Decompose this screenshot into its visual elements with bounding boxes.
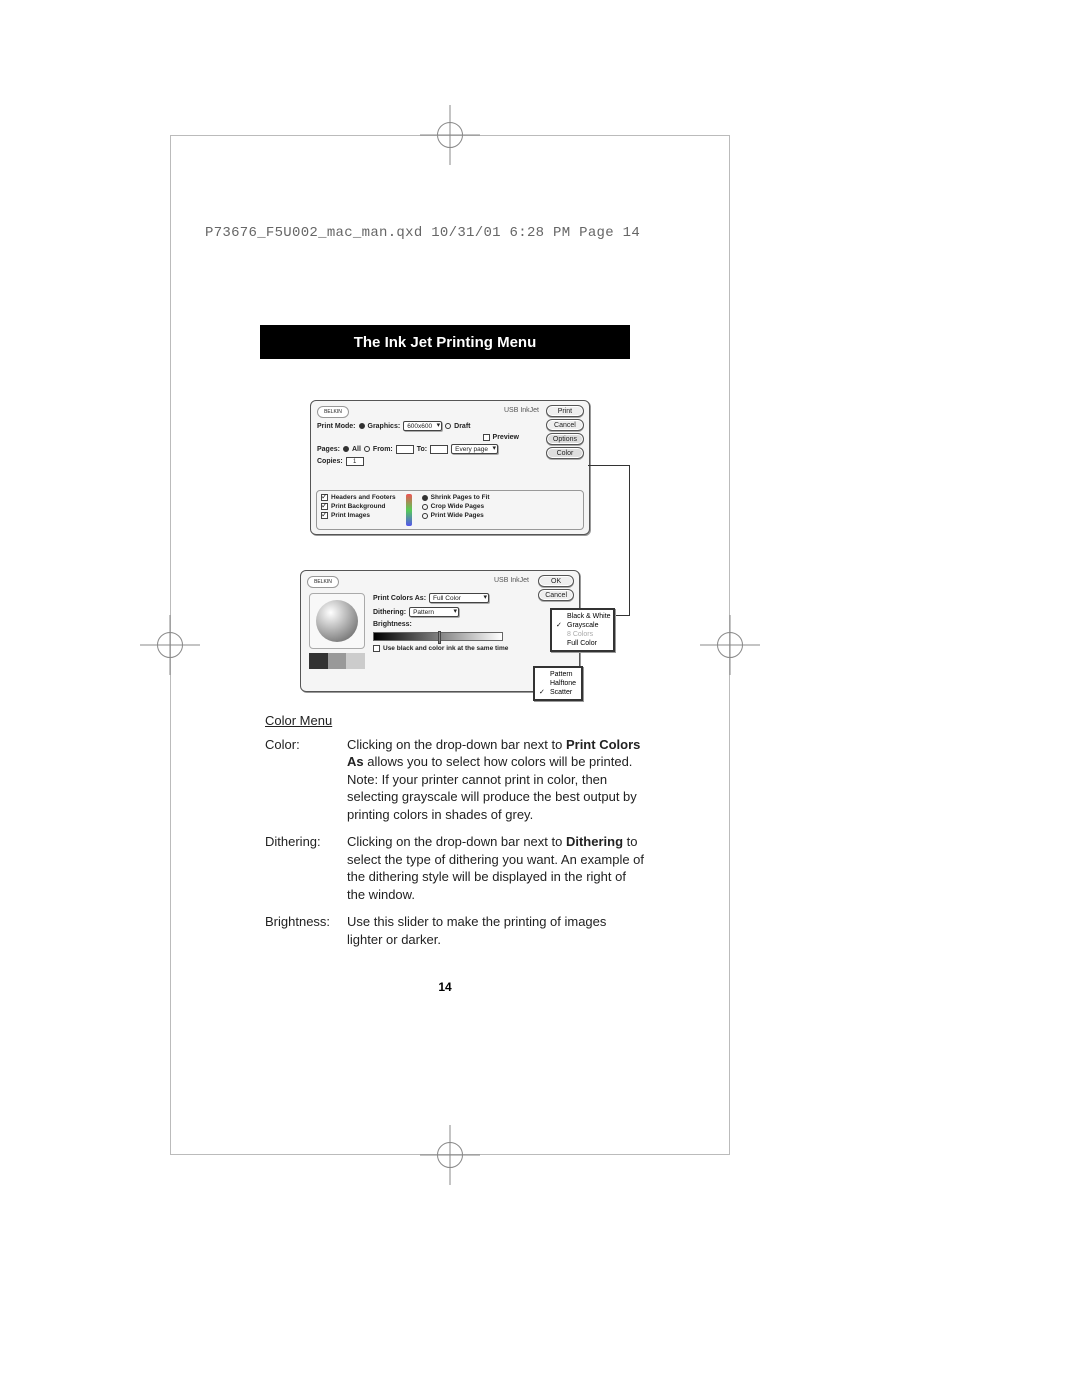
dithering-label: Dithering: xyxy=(373,609,406,616)
popup-item[interactable]: Black & White xyxy=(555,612,610,621)
print-button[interactable]: Print xyxy=(546,405,584,417)
subheading: Color Menu xyxy=(265,712,645,730)
popup-item[interactable]: Pattern xyxy=(538,670,578,679)
graphics-radio[interactable] xyxy=(359,423,365,429)
ok-button[interactable]: OK xyxy=(538,575,574,587)
all-radio[interactable] xyxy=(343,446,349,452)
file-header: P73676_F5U002_mac_man.qxd 10/31/01 6:28 … xyxy=(205,225,640,241)
registration-mark-bottom xyxy=(420,1125,480,1185)
section-title: The Ink Jet Printing Menu xyxy=(260,325,630,359)
term-dithering: Dithering: xyxy=(265,833,347,903)
option-checkbox[interactable] xyxy=(321,512,328,519)
popup-item[interactable]: Halftone xyxy=(538,679,578,688)
callout-line xyxy=(588,465,630,466)
to-field[interactable] xyxy=(430,445,448,454)
body-text: Color Menu Color: Clicking on the drop-d… xyxy=(265,712,645,959)
all-label: All xyxy=(352,446,361,453)
logo-badge: BELKIN xyxy=(307,576,339,588)
swatch-strip xyxy=(309,653,365,669)
term-brightness: Brightness: xyxy=(265,913,347,948)
callout-line xyxy=(614,615,630,616)
pages-label: Pages: xyxy=(317,446,340,453)
desc-color: Clicking on the drop-down bar next to Pr… xyxy=(347,736,645,824)
registration-mark-right xyxy=(700,615,760,675)
color-dialog-body: Print Colors As: Full Color Dithering: P… xyxy=(373,593,508,652)
print-dialog: BELKIN USB InkJet Print Cancel Options C… xyxy=(310,400,590,535)
desc-dithering: Clicking on the drop-down bar next to Di… xyxy=(347,833,645,903)
option-label: Print Wide Pages xyxy=(431,512,484,519)
preview-sphere xyxy=(309,593,365,649)
registration-mark-left xyxy=(140,615,200,675)
page-number: 14 xyxy=(260,980,630,994)
every-page-select[interactable]: Every page xyxy=(451,444,498,454)
options-panel: Headers and Footers Print Background Print… xyxy=(316,490,584,530)
ink-note: Use black and color ink at the same time xyxy=(383,645,508,652)
option-label: Print Background xyxy=(331,503,386,510)
options-button[interactable]: Options xyxy=(546,433,584,445)
option-radio[interactable] xyxy=(422,513,428,519)
resolution-select[interactable]: 600x600 xyxy=(403,421,442,431)
draft-radio[interactable] xyxy=(445,423,451,429)
device-label: USB InkJet xyxy=(504,407,539,414)
dither-popup[interactable]: PatternHalftoneScatter xyxy=(533,666,583,701)
desc-brightness: Use this slider to make the printing of … xyxy=(347,913,645,948)
from-field[interactable] xyxy=(396,445,414,454)
term-color: Color: xyxy=(265,736,347,824)
copies-field[interactable]: 1 xyxy=(346,457,364,466)
logo-badge: BELKIN xyxy=(317,406,349,418)
option-label: Crop Wide Pages xyxy=(431,503,484,510)
graphics-label: Graphics: xyxy=(368,423,401,430)
brightness-slider[interactable] xyxy=(373,632,503,641)
from-radio[interactable] xyxy=(364,446,370,452)
option-label: Headers and Footers xyxy=(331,494,396,501)
option-checkbox[interactable] xyxy=(321,494,328,501)
cancel-button[interactable]: Cancel xyxy=(546,419,584,431)
to-label: To: xyxy=(417,446,427,453)
option-label: Print Images xyxy=(331,512,370,519)
dialog-buttons: OK Cancel xyxy=(538,575,574,601)
print-colors-select[interactable]: Full Color xyxy=(429,593,489,603)
option-checkbox[interactable] xyxy=(321,503,328,510)
dialog-buttons: Print Cancel Options Color xyxy=(546,405,584,459)
print-colors-as-label: Print Colors As: xyxy=(373,595,426,602)
option-radio[interactable] xyxy=(422,504,428,510)
colors-popup[interactable]: Black & WhiteGrayscale8 ColorsFull Color xyxy=(550,608,615,652)
dithering-select[interactable]: Pattern xyxy=(409,607,459,617)
option-radio[interactable] xyxy=(422,495,428,501)
dialog-body: Print Mode: Graphics: 600x600 Draft Prev… xyxy=(317,421,539,469)
brightness-label: Brightness: xyxy=(373,621,412,628)
device-label: USB InkJet xyxy=(494,577,529,584)
registration-mark-top xyxy=(420,105,480,165)
print-mode-label: Print Mode: xyxy=(317,423,356,430)
copies-label: Copies: xyxy=(317,458,343,465)
option-label: Shrink Pages to Fit xyxy=(431,494,490,501)
popup-item[interactable]: Scatter xyxy=(538,688,578,697)
from-label: From: xyxy=(373,446,393,453)
cancel-button[interactable]: Cancel xyxy=(538,589,574,601)
color-strip-icon xyxy=(406,494,412,526)
popup-item[interactable]: Full Color xyxy=(555,639,610,648)
callout-line xyxy=(629,465,630,615)
draft-label: Draft xyxy=(454,423,470,430)
preview-label: Preview xyxy=(493,434,519,441)
popup-item[interactable]: 8 Colors xyxy=(555,630,610,639)
color-button[interactable]: Color xyxy=(546,447,584,459)
preview-checkbox[interactable] xyxy=(483,434,490,441)
popup-item[interactable]: Grayscale xyxy=(555,621,610,630)
ink-checkbox[interactable] xyxy=(373,645,380,652)
